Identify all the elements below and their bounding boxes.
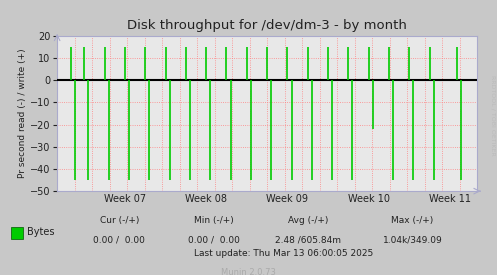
Text: 2.48 /605.84m: 2.48 /605.84m <box>275 235 341 244</box>
Text: Last update: Thu Mar 13 06:00:05 2025: Last update: Thu Mar 13 06:00:05 2025 <box>194 249 373 258</box>
Text: Max (-/+): Max (-/+) <box>391 216 434 225</box>
Text: Avg (-/+): Avg (-/+) <box>288 216 329 225</box>
Text: Bytes: Bytes <box>27 227 54 237</box>
Title: Disk throughput for /dev/dm-3 - by month: Disk throughput for /dev/dm-3 - by month <box>127 19 407 32</box>
Text: 1.04k/349.09: 1.04k/349.09 <box>383 235 442 244</box>
Text: Cur (-/+): Cur (-/+) <box>99 216 139 225</box>
Y-axis label: Pr second read (-) / write (+): Pr second read (-) / write (+) <box>18 49 27 178</box>
Text: Week 10: Week 10 <box>348 194 390 204</box>
Text: Min (-/+): Min (-/+) <box>194 216 234 225</box>
Text: RRDTOOL / TOBI OETIKER: RRDTOOL / TOBI OETIKER <box>491 75 496 156</box>
Text: Week 07: Week 07 <box>104 194 146 204</box>
Text: Week 09: Week 09 <box>266 194 309 204</box>
Text: 0.00 /  0.00: 0.00 / 0.00 <box>93 235 145 244</box>
Text: Munin 2.0.73: Munin 2.0.73 <box>221 268 276 275</box>
Text: Week 08: Week 08 <box>185 194 227 204</box>
Text: 0.00 /  0.00: 0.00 / 0.00 <box>188 235 240 244</box>
Text: Week 11: Week 11 <box>429 194 471 204</box>
